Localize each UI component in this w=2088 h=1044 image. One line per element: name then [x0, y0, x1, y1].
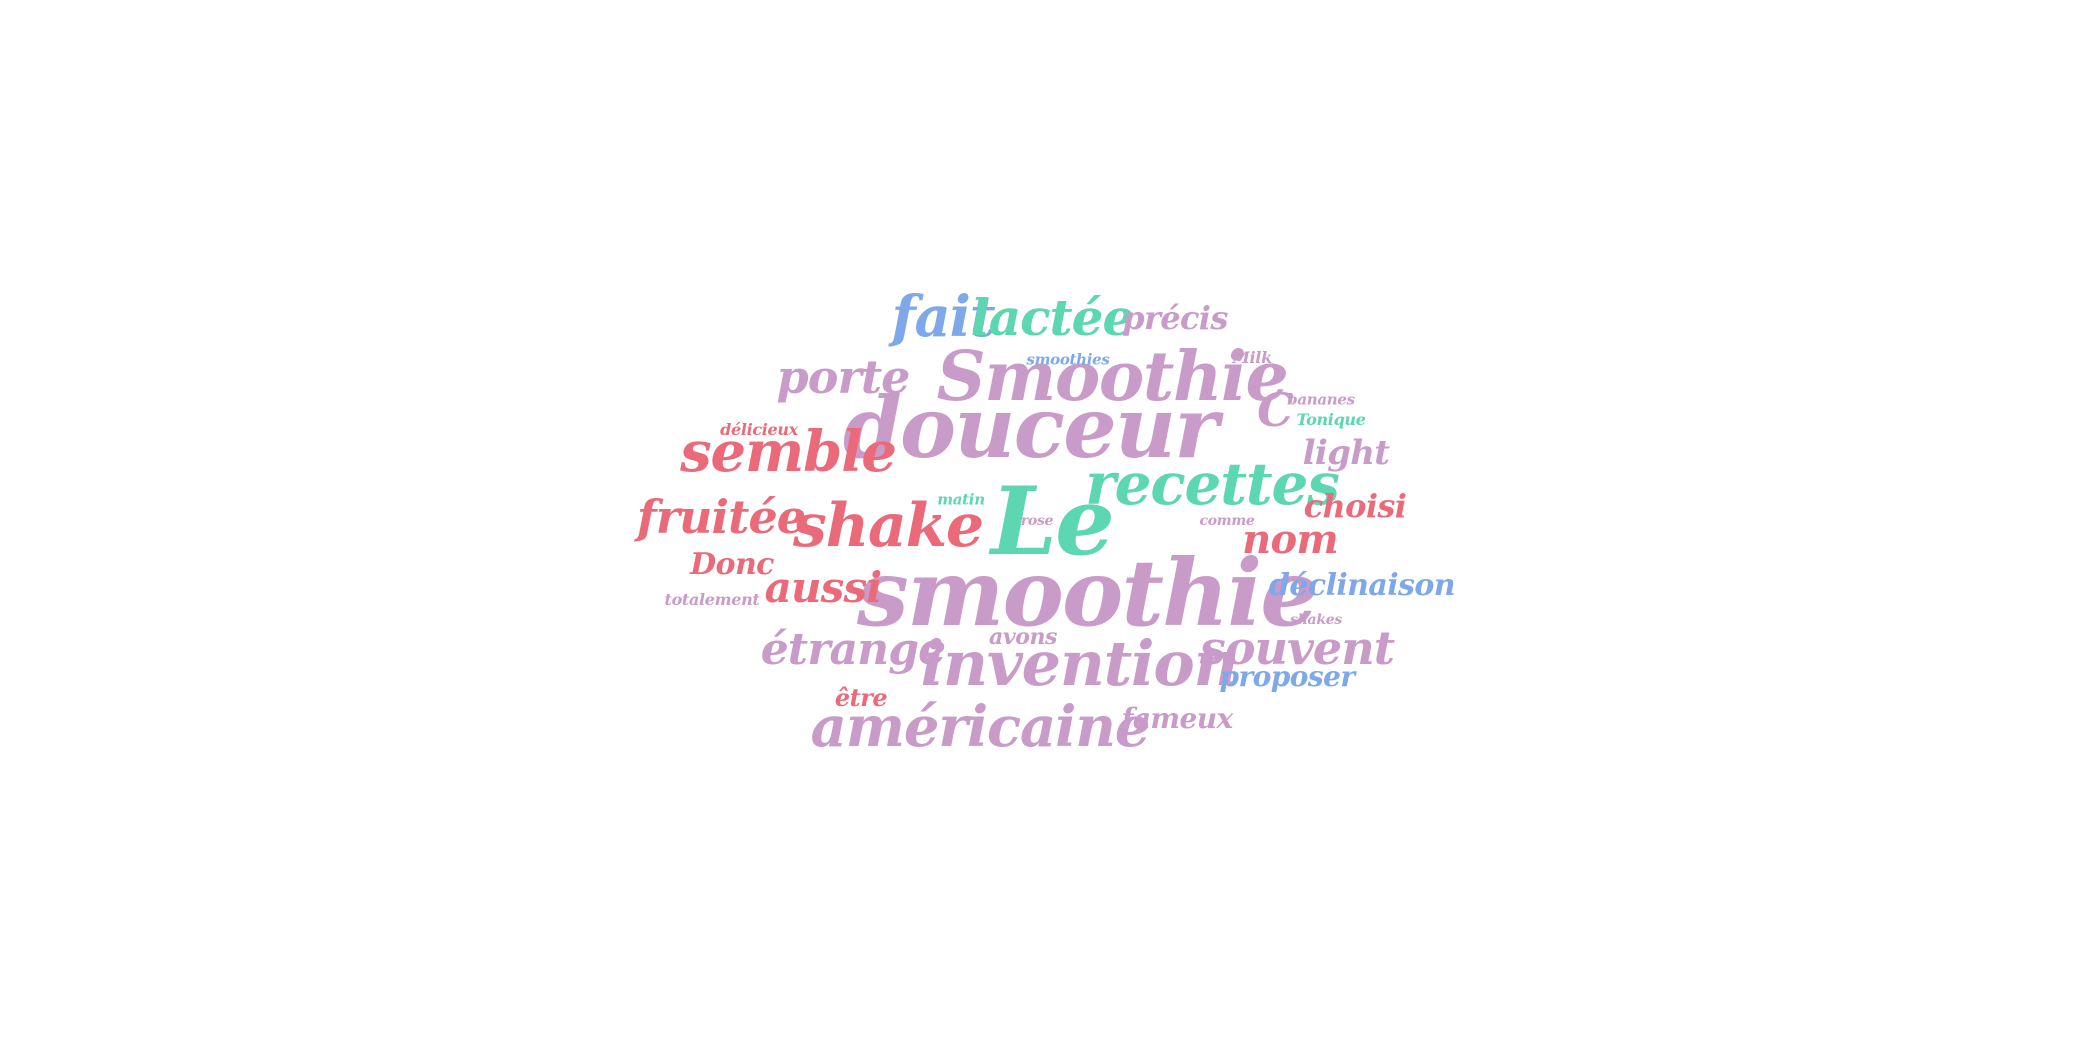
word-smoothie: Smoothie [936, 337, 1289, 417]
word-rose: rose [1020, 513, 1054, 529]
word-donc: Donc [690, 547, 774, 582]
word-recettes: recettes [1085, 450, 1340, 518]
word-smoothies: smoothies [1026, 350, 1110, 369]
word-aussi: aussi [764, 563, 883, 612]
word-totalement: totalement [664, 590, 760, 609]
word-smoothie: smoothie [856, 539, 1319, 647]
word-americaine: américaine [810, 694, 1151, 760]
word-etrange: étrange [760, 624, 946, 675]
word-douceur: douceur [843, 378, 1219, 477]
word-comme: comme [1199, 513, 1255, 529]
word-proposer: proposer [1219, 660, 1355, 693]
word-delicieux: délicieux [720, 420, 798, 439]
word-fameux: fameux [1121, 702, 1233, 735]
word-lactee: lactée [970, 288, 1135, 347]
word-declinaison: déclinaison [1269, 568, 1455, 603]
word-bananes: bananes [1287, 390, 1355, 409]
word-milk: Milk [1232, 348, 1272, 367]
word-fait: fait [891, 284, 995, 350]
word-precis: précis [1122, 299, 1228, 337]
word-porte: porte [776, 350, 911, 404]
word-nom: nom [1242, 516, 1338, 563]
word-tonique: Tonique [1296, 410, 1366, 429]
word-semble: semble [680, 419, 897, 485]
word-invention: invention [920, 627, 1239, 700]
word-shakes: shakes [1290, 612, 1342, 628]
word-choisi: choisi [1303, 487, 1407, 525]
word-light: light [1302, 433, 1390, 473]
word-c: C [1257, 383, 1294, 437]
word-shake: shake [792, 491, 984, 561]
word-le: Le [990, 467, 1115, 577]
word-fruitee: fruitée [636, 490, 806, 544]
word-etre: être [834, 683, 888, 712]
word-matin: matin [937, 490, 985, 509]
word-avons: avons [989, 624, 1057, 650]
word-souvent: souvent [1199, 621, 1395, 675]
